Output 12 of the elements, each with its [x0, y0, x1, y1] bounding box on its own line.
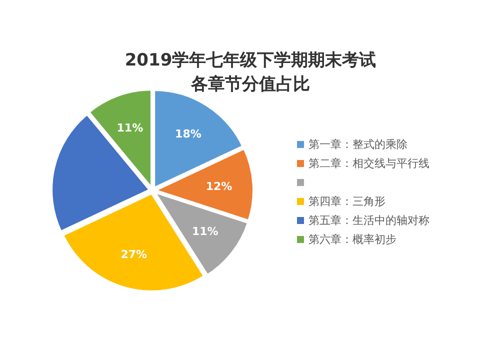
data-label: 11% [116, 121, 144, 134]
data-label: 27% [120, 248, 148, 261]
legend-label: 第一章：整式的乘除 [308, 138, 408, 151]
legend-label: 第六章：概率初步 [308, 233, 396, 246]
legend-label: 第四章：三角形 [308, 195, 386, 208]
chart-title: 2019学年七年级下学期期末考试 [124, 50, 376, 70]
data-label: 18% [175, 128, 202, 141]
data-label: 12% [206, 180, 232, 193]
data-label: 11% [192, 224, 218, 238]
legend-label: 第五章：生活中的轴对称 [308, 214, 430, 227]
legend-label: 第二章：相交线与平行线 [308, 157, 430, 170]
chart-subtitle: 各章节分值占比 [190, 74, 310, 94]
